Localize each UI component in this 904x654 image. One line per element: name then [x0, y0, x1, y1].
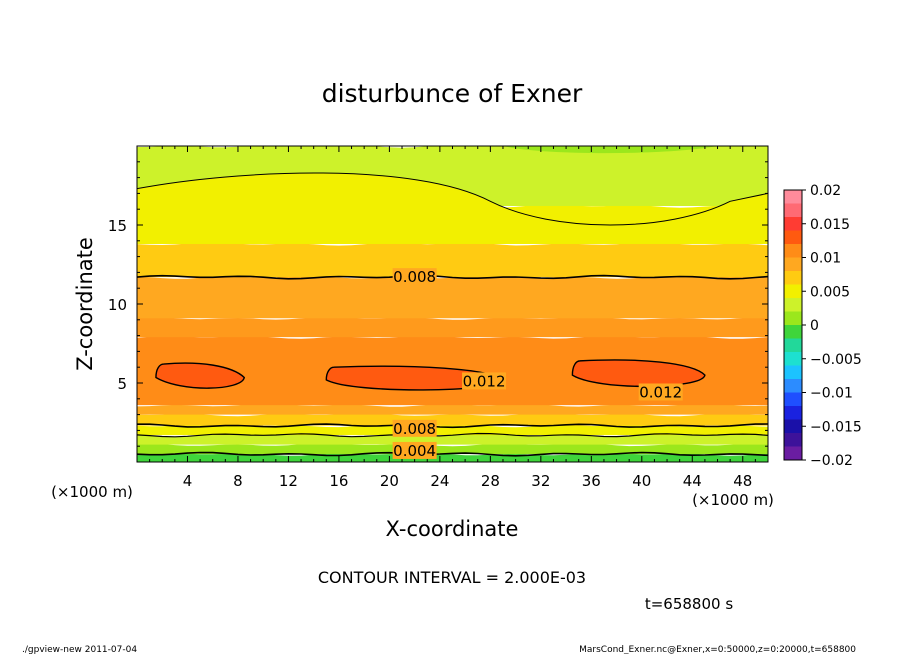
colorbar-tick-label: 0.005: [810, 284, 850, 300]
x-tick-label: 4: [183, 472, 193, 490]
contour-line: [137, 423, 768, 429]
color-band: [137, 413, 768, 426]
colorbar-swatch: [784, 379, 802, 393]
colorbar-tick-label: 0.015: [810, 217, 850, 233]
contour-labels: 0.008 0.012 0.012 0.008 0.004: [392, 268, 683, 460]
colorbar-swatch: [784, 325, 802, 339]
contour-label-bg: [392, 268, 437, 286]
x-tick-label: 44: [683, 472, 702, 490]
color-band: [137, 443, 768, 455]
colorbar-swatch: [784, 190, 802, 204]
contour-label-bg: [392, 441, 437, 459]
colorbar-swatch: [784, 271, 802, 285]
colorbar-swatch: [784, 298, 802, 312]
contour-label: 0.008: [393, 268, 436, 286]
y-tick-label: 15: [108, 217, 127, 235]
x-tick-label: 48: [733, 472, 752, 490]
colorbar-ticks: 0.02 0.015 0.01 0.005 0 −0.005 −0.01 −0.015 −0.0…: [802, 183, 862, 469]
colorbar-tick-label: −0.01: [810, 386, 853, 402]
colorbar-swatch: [784, 203, 802, 218]
colorbar-swatch: [784, 365, 802, 380]
colorbar-swatch: [784, 217, 802, 231]
x-tick-label: 36: [582, 472, 601, 490]
colorbar-tick-label: −0.015: [810, 419, 862, 435]
contour-line: [137, 274, 768, 280]
colorbar-swatch: [784, 230, 802, 245]
x-tick-label: 32: [531, 472, 550, 490]
x-tick-label: 40: [632, 472, 651, 490]
colorbar-swatch: [784, 392, 802, 407]
contour-lines: [137, 172, 768, 457]
colorbar-swatch: [784, 446, 802, 461]
chart-title: disturbunce of Exner: [322, 79, 583, 108]
contour-interval-text: CONTOUR INTERVAL = 2.000E-03: [318, 568, 586, 587]
x-tick-label: 28: [481, 472, 500, 490]
contour-cell: [155, 362, 246, 389]
colorbar-swatch: [784, 257, 802, 272]
contour-label-bg: [462, 372, 507, 390]
contour-line: [137, 451, 768, 457]
y-axis-ticks: 5 10 15: [108, 161, 768, 447]
x-axis-label: X-coordinate: [386, 517, 519, 541]
x-axis-ticks: 4 8 12 16 20 24 28 32 36 40 44 48: [149, 146, 756, 490]
color-bands: [137, 146, 768, 462]
color-band: [137, 433, 768, 445]
contour-label: 0.012: [639, 383, 682, 401]
top-green-region: [502, 146, 718, 154]
colorbar: [783, 189, 803, 461]
color-band: [137, 242, 768, 278]
colorbar-swatch: [784, 419, 802, 434]
colorbar-swatch: [784, 406, 802, 420]
y-axis-label: Z-coordinate: [73, 237, 97, 371]
colorbar-tick-label: 0.02: [810, 183, 841, 199]
colorbar-tick-label: −0.02: [810, 453, 853, 469]
y-tick-label: 10: [108, 296, 127, 314]
x-tick-label: 8: [233, 472, 243, 490]
colorbar-swatch: [784, 284, 802, 299]
time-label: t=658800 s: [645, 595, 733, 613]
color-band: [137, 275, 768, 319]
colorbar-swatch: [784, 352, 802, 366]
colorbar-swatch: [784, 244, 802, 258]
footer-right: MarsCond_Exner.nc@Exner,x=0:50000,z=0:20…: [579, 645, 856, 654]
colorbar-swatch: [784, 433, 802, 447]
y-tick-label: 5: [117, 375, 127, 393]
contour-label-bg: [392, 419, 437, 437]
colorbar-swatch: [784, 338, 802, 353]
contour-line: [137, 432, 768, 438]
x-unit-label: (×1000 m): [692, 491, 774, 509]
contour-label-bg: [638, 383, 683, 401]
x-tick-label: 12: [279, 472, 298, 490]
color-band: [137, 403, 768, 415]
colorbar-tick-label: 0: [810, 318, 819, 334]
x-tick-label: 24: [430, 472, 449, 490]
high-value-cells: [155, 359, 706, 391]
upper-dip-region: [137, 173, 768, 244]
colorbar-tick-label: 0.01: [810, 251, 841, 267]
color-band: [137, 424, 768, 436]
contour-label: 0.004: [393, 442, 436, 460]
z-unit-label: (×1000 m): [51, 483, 133, 501]
contour-label: 0.008: [393, 420, 436, 438]
contour-label: 0.012: [463, 372, 506, 390]
colorbar-tick-label: −0.005: [810, 352, 862, 368]
colorbar-swatch: [784, 311, 802, 326]
plot-area: [137, 146, 768, 462]
footer-left: ./gpview-new 2011-07-04: [22, 645, 137, 654]
upper-contour-line: [137, 172, 768, 226]
x-tick-label: 16: [329, 472, 348, 490]
color-band: [137, 316, 768, 338]
x-tick-label: 20: [380, 472, 399, 490]
